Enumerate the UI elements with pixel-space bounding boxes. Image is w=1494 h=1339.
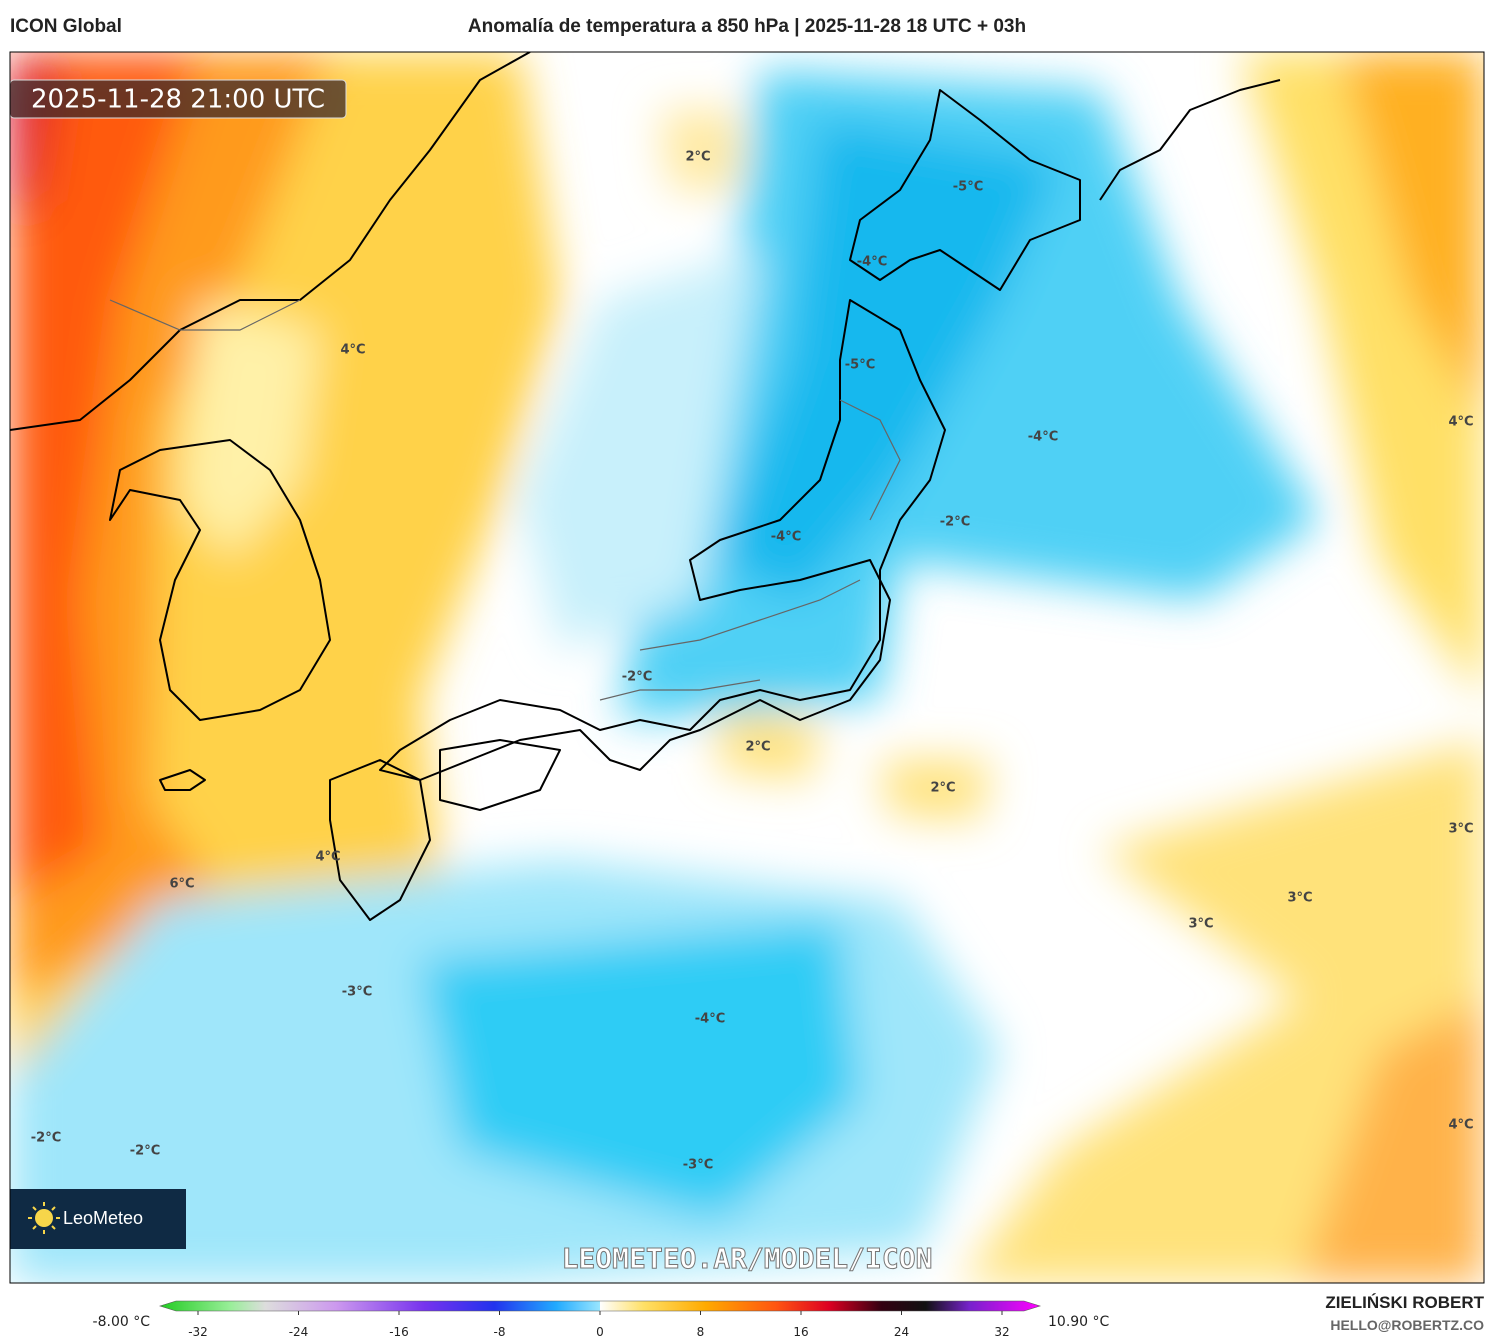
contour-label: -2°C bbox=[940, 515, 970, 530]
contour-label: 6°C bbox=[169, 877, 194, 892]
model-name: ICON Global bbox=[10, 16, 122, 37]
logo: LeoMeteo bbox=[10, 1189, 186, 1249]
colorbar-tick-label: 32 bbox=[994, 1325, 1009, 1339]
contour-label: 4°C bbox=[340, 343, 365, 358]
colorbar: -8.00 °C 10.90 °C -32 -24 -16 -8 0 8 16 24 32 bbox=[93, 1300, 1110, 1339]
contour-label: -5°C bbox=[845, 358, 875, 373]
watermark: LEOMETEO.AR/MODEL/ICON bbox=[562, 1242, 933, 1275]
map: 2025-11-28 21:00 UTC 2°C -5°C -4°C 4°C -… bbox=[10, 52, 1484, 1283]
logo-text: LeoMeteo bbox=[63, 1208, 143, 1228]
contour-label: -2°C bbox=[130, 1144, 160, 1159]
contour-label: -4°C bbox=[771, 530, 801, 545]
contour-label: -4°C bbox=[1028, 430, 1058, 445]
colorbar-tick-label: -32 bbox=[188, 1325, 208, 1339]
contour-label: 2°C bbox=[930, 781, 955, 796]
colorbar-min: -8.00 °C bbox=[93, 1314, 151, 1330]
contour-label: -2°C bbox=[622, 670, 652, 685]
contour-label: 4°C bbox=[1448, 415, 1473, 430]
contour-labels: 2°C -5°C -4°C 4°C -5°C -4°C 4°C -2°C -4°… bbox=[31, 150, 1474, 1173]
contour-label: -5°C bbox=[953, 180, 983, 195]
map-title: Anomalía de temperatura a 850 hPa | 2025… bbox=[468, 16, 1026, 37]
contour-label: 3°C bbox=[1287, 891, 1312, 906]
contour-label: 2°C bbox=[745, 740, 770, 755]
contour-label: 3°C bbox=[1188, 917, 1213, 932]
colorbar-tick-label: 24 bbox=[894, 1325, 909, 1339]
colorbar-tick-label: -24 bbox=[289, 1325, 309, 1339]
colorbar-max: 10.90 °C bbox=[1048, 1314, 1110, 1330]
contour-label: -3°C bbox=[683, 1158, 713, 1173]
contour-label: 3°C bbox=[1448, 822, 1473, 837]
contour-label: -4°C bbox=[695, 1012, 725, 1027]
valid-time: 2025-11-28 21:00 UTC bbox=[31, 85, 325, 115]
contour-label: 2°C bbox=[685, 150, 710, 165]
author: ZIELIŃSKI ROBERT bbox=[1325, 1293, 1484, 1312]
contour-label: -4°C bbox=[857, 255, 887, 270]
contour-label: -2°C bbox=[31, 1131, 61, 1146]
colorbar-tick-label: 16 bbox=[793, 1325, 808, 1339]
colorbar-tick-label: -8 bbox=[494, 1325, 506, 1339]
colorbar-tick-label: 8 bbox=[697, 1325, 705, 1339]
colorbar-tick-label: -16 bbox=[389, 1325, 409, 1339]
contour-label: 4°C bbox=[315, 850, 340, 865]
contour-label: 4°C bbox=[1448, 1118, 1473, 1133]
contour-label: -3°C bbox=[342, 985, 372, 1000]
email: HELLO@ROBERTZ.CO bbox=[1330, 1317, 1484, 1333]
colorbar-tick-label: 0 bbox=[596, 1325, 604, 1339]
